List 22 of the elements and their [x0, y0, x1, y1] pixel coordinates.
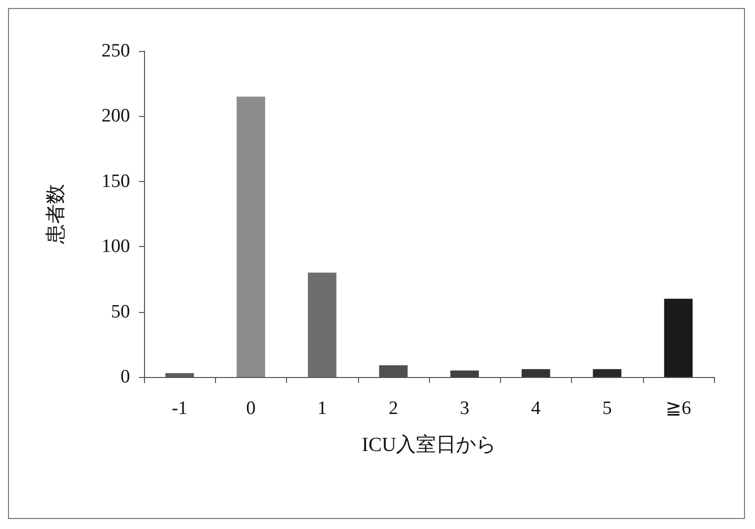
y-axis-title: 患者数 [45, 184, 67, 245]
x-tick-label: 0 [246, 398, 256, 419]
y-tick-label: 0 [120, 366, 130, 388]
x-axis-title: ICU入室日から [362, 433, 496, 456]
y-tick-label: 150 [102, 170, 130, 192]
x-tick-label: 2 [388, 398, 398, 419]
bar [450, 370, 479, 377]
x-tick-label: 5 [602, 398, 612, 419]
y-tick-label: 50 [111, 301, 130, 322]
x-tick-label: -1 [172, 398, 188, 419]
x-tick-label: 3 [460, 398, 470, 419]
bar [664, 298, 693, 377]
y-tick-label: 250 [102, 40, 130, 62]
x-tick-label: 4 [531, 398, 542, 419]
y-tick-label: 100 [102, 236, 130, 258]
bar [592, 369, 622, 377]
bar [308, 272, 336, 377]
bar [522, 369, 550, 377]
x-tick-label: 1 [317, 398, 327, 419]
y-tick-label: 200 [102, 106, 130, 127]
bar [236, 96, 266, 377]
x-tick-label: ≧6 [666, 398, 692, 419]
